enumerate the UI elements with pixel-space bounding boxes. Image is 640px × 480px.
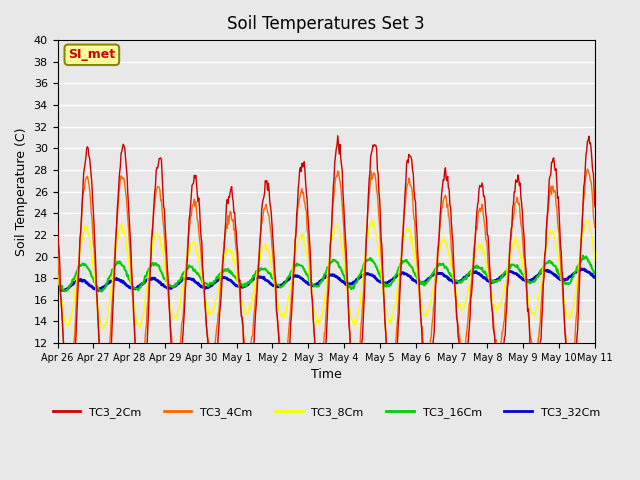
Y-axis label: Soil Temperature (C): Soil Temperature (C) — [15, 127, 28, 256]
Title: Soil Temperatures Set 3: Soil Temperatures Set 3 — [227, 15, 425, 33]
Legend: TC3_2Cm, TC3_4Cm, TC3_8Cm, TC3_16Cm, TC3_32Cm: TC3_2Cm, TC3_4Cm, TC3_8Cm, TC3_16Cm, TC3… — [48, 403, 604, 422]
Text: SI_met: SI_met — [68, 48, 115, 61]
X-axis label: Time: Time — [311, 368, 342, 381]
